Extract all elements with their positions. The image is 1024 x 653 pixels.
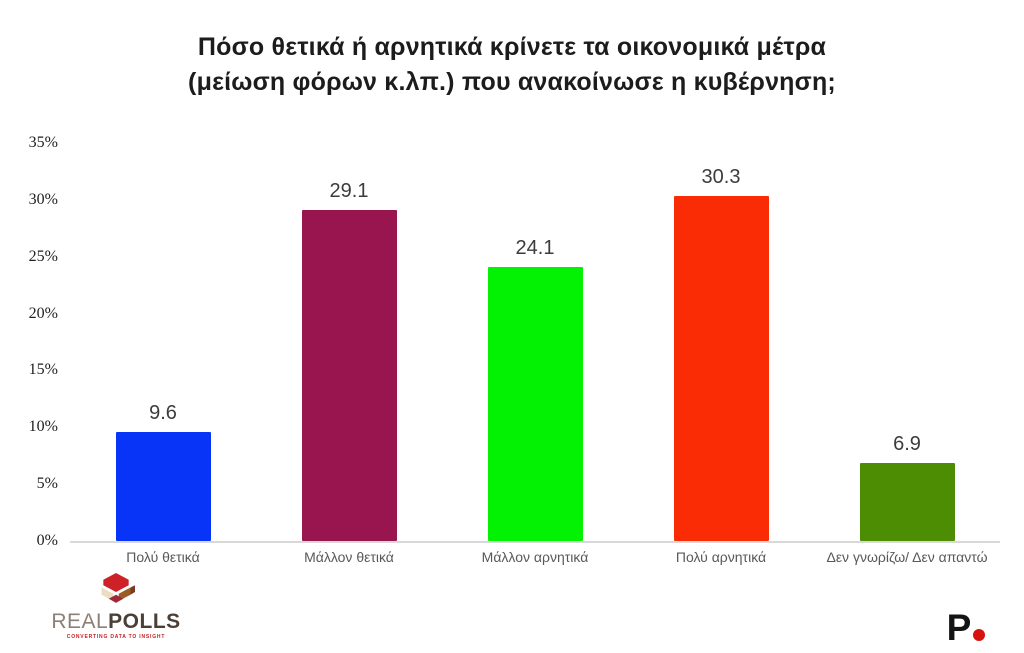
y-tick-label: 15% xyxy=(28,361,58,379)
y-tick-label: 0% xyxy=(36,532,58,549)
chart-title-line2: (μείωση φόρων κ.λπ.) που ανακοίνωσε η κυ… xyxy=(188,68,836,96)
x-category-label: Μάλλον αρνητικά xyxy=(481,549,589,565)
p-brand-logo: P xyxy=(936,600,996,646)
chart-title-line1: Πόσο θετικά ή αρνητικά κρίνετε τα οικονο… xyxy=(197,33,827,61)
y-tick-label: 30% xyxy=(28,190,58,208)
bar-4 xyxy=(673,196,769,541)
x-category-label: Πολύ θετικά xyxy=(126,549,200,565)
chart-title: Πόσο θετικά ή αρνητικά κρίνετε τα οικονο… xyxy=(0,30,1024,100)
y-tick-label: 10% xyxy=(28,418,58,436)
bar-value-label: 29.1 xyxy=(329,180,369,203)
y-tick-label: 20% xyxy=(28,304,58,322)
x-category-label: Δεν γνωρίζω/ Δεν απαντώ xyxy=(826,549,988,565)
bar-value-label: 30.3 xyxy=(701,166,741,189)
realpolls-word-bold: POLLS xyxy=(108,610,181,633)
bar-3 xyxy=(487,266,583,541)
realpolls-tagline: CONVERTING DATA TO INSIGHT xyxy=(66,634,166,640)
y-tick-label: 5% xyxy=(36,475,58,493)
realpolls-wordmark: REALPOLLS xyxy=(51,610,181,633)
bar-1 xyxy=(115,431,211,541)
bar-5 xyxy=(859,462,955,541)
realpolls-word-light: REAL xyxy=(51,610,109,633)
y-axis: 0% 5% 10% 15% 20% 25% 30% 35% xyxy=(0,134,58,549)
x-category-label: Πολύ αρνητικά xyxy=(675,549,767,565)
bar-2 xyxy=(301,210,397,541)
y-tick-label: 25% xyxy=(28,247,58,265)
bar-value-label: 24.1 xyxy=(515,236,555,259)
x-axis: Πολύ θετικά Μάλλον θετικά Μάλλον αρνητικά Π… xyxy=(70,549,1000,571)
bar-value-label: 9.6 xyxy=(149,401,177,424)
plot-area: 9.6 29.1 24.1 30.3 6.9 xyxy=(70,143,1000,543)
realpolls-logo: REALPOLLS CONVERTING DATA TO INSIGHT xyxy=(46,573,186,645)
bar-value-label: 6.9 xyxy=(893,432,921,455)
p-brand-letter: P xyxy=(946,607,972,648)
y-tick-label: 35% xyxy=(28,134,58,151)
x-category-label: Μάλλον θετικά xyxy=(304,549,394,565)
p-brand-dot-icon xyxy=(973,629,986,641)
realpolls-cube-icon xyxy=(101,573,135,603)
